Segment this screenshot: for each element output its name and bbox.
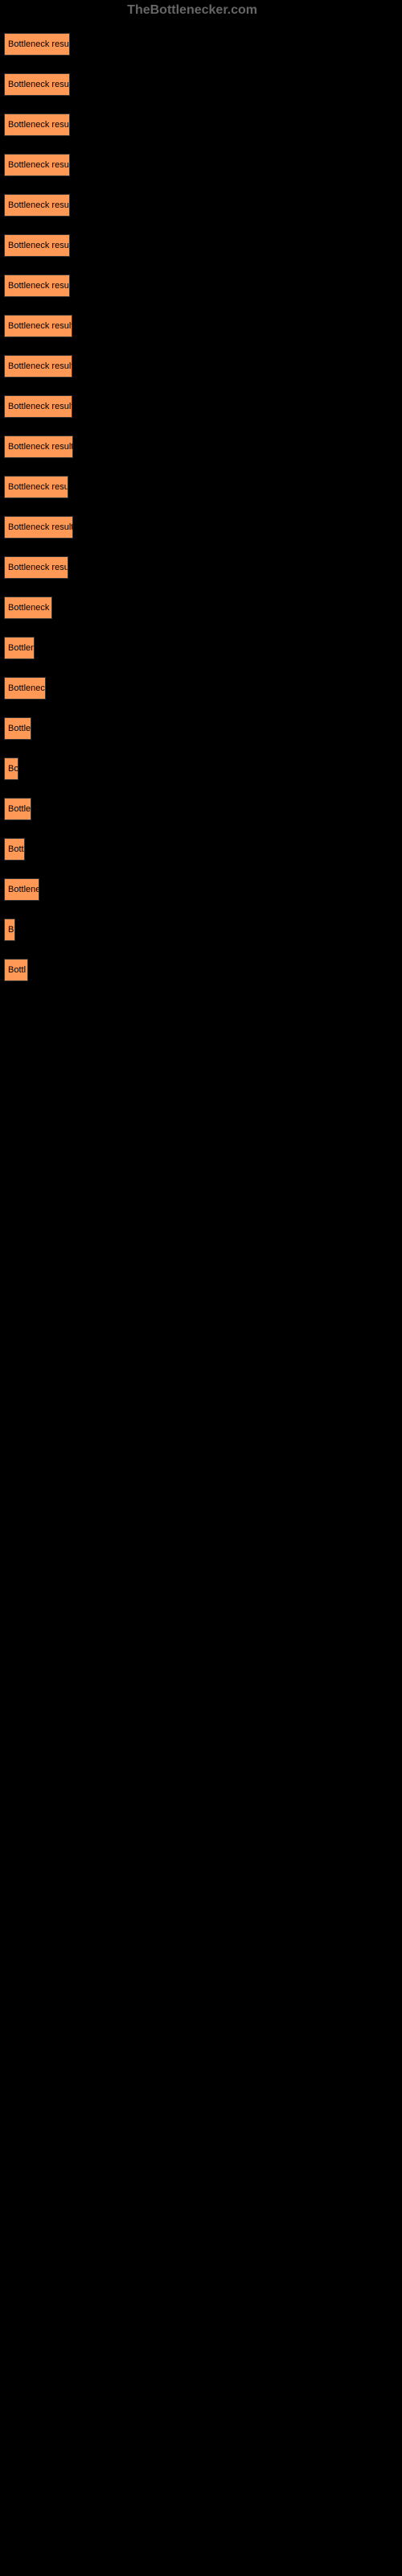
bottleneck-bar[interactable]: Bottle (4, 717, 31, 740)
bottleneck-bar[interactable]: Bottleneck result (4, 194, 70, 217)
bottleneck-bar[interactable]: Bottl (4, 959, 28, 981)
bar-row: Bottlene (4, 869, 73, 910)
bottleneck-bar[interactable]: Bottleneck result (4, 154, 70, 176)
bar-row: Bottleneck r (4, 588, 73, 628)
bar-row: Bottleneck resul (4, 547, 73, 588)
bottleneck-bar[interactable]: Bottlen (4, 637, 35, 659)
bottleneck-bar[interactable]: Bottleneck r (4, 597, 52, 619)
bottleneck-bar[interactable]: Bottleneck result (4, 395, 72, 418)
bottleneck-bar[interactable]: Bottleneck result (4, 114, 70, 136)
bottleneck-bar[interactable]: Bottleneck result (4, 73, 70, 96)
bars-container: Bottleneck result Bottleneck result Bottle… (4, 24, 73, 990)
bar-row: Bo (4, 749, 73, 789)
bar-row: B (4, 910, 73, 950)
bottleneck-bar[interactable]: Bottleneck resul (4, 556, 68, 579)
bottleneck-bar[interactable]: Bottleneck resul (4, 476, 68, 498)
bottleneck-bar[interactable]: Bott (4, 838, 25, 861)
bottleneck-bar[interactable]: B (4, 919, 15, 941)
bottleneck-bar[interactable]: Bottleneck result (4, 33, 70, 56)
bar-row: Bottleneck result (4, 185, 73, 225)
bottleneck-bar[interactable]: Bottle (4, 798, 31, 820)
bottleneck-bar[interactable]: Bottleneck result (4, 315, 72, 337)
bottleneck-bar[interactable]: Bottleneck result (4, 234, 70, 257)
bar-row: Bottleneck (4, 668, 73, 708)
bar-row: Bottle (4, 789, 73, 829)
bottleneck-bar[interactable]: Bo (4, 758, 18, 780)
bar-row: Bottleneck result (4, 64, 73, 105)
bottleneck-bar[interactable]: Bottleneck result (4, 516, 73, 539)
site-logo: TheBottlenecker.com (127, 3, 257, 18)
bar-row: Bottleneck result (4, 105, 73, 145)
bar-row: Bott (4, 829, 73, 869)
bar-row: Bottleneck result (4, 346, 73, 386)
bottleneck-bar[interactable]: Bottleneck result (4, 275, 70, 297)
bar-row: Bottleneck result (4, 225, 73, 266)
bar-row: Bottleneck result (4, 427, 73, 467)
bar-row: Bottleneck result (4, 24, 73, 64)
bar-row: Bottleneck result (4, 266, 73, 306)
bottleneck-bar[interactable]: Bottleneck result (4, 436, 73, 458)
bottleneck-bar[interactable]: Bottleneck (4, 677, 46, 700)
bottleneck-bar[interactable]: Bottlene (4, 878, 39, 901)
bar-row: Bottle (4, 708, 73, 749)
bar-row: Bottleneck result (4, 507, 73, 547)
bottleneck-bar[interactable]: Bottleneck result (4, 355, 72, 378)
bar-row: Bottl (4, 950, 73, 990)
bar-row: Bottleneck result (4, 145, 73, 185)
bar-row: Bottlen (4, 628, 73, 668)
bar-row: Bottleneck result (4, 386, 73, 427)
bar-row: Bottleneck resul (4, 467, 73, 507)
bar-row: Bottleneck result (4, 306, 73, 346)
